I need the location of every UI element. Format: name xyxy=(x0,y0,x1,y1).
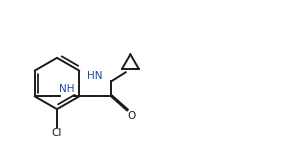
Text: NH: NH xyxy=(59,84,75,94)
Text: Cl: Cl xyxy=(52,128,62,138)
Text: O: O xyxy=(128,111,136,121)
Text: HN: HN xyxy=(87,71,102,81)
